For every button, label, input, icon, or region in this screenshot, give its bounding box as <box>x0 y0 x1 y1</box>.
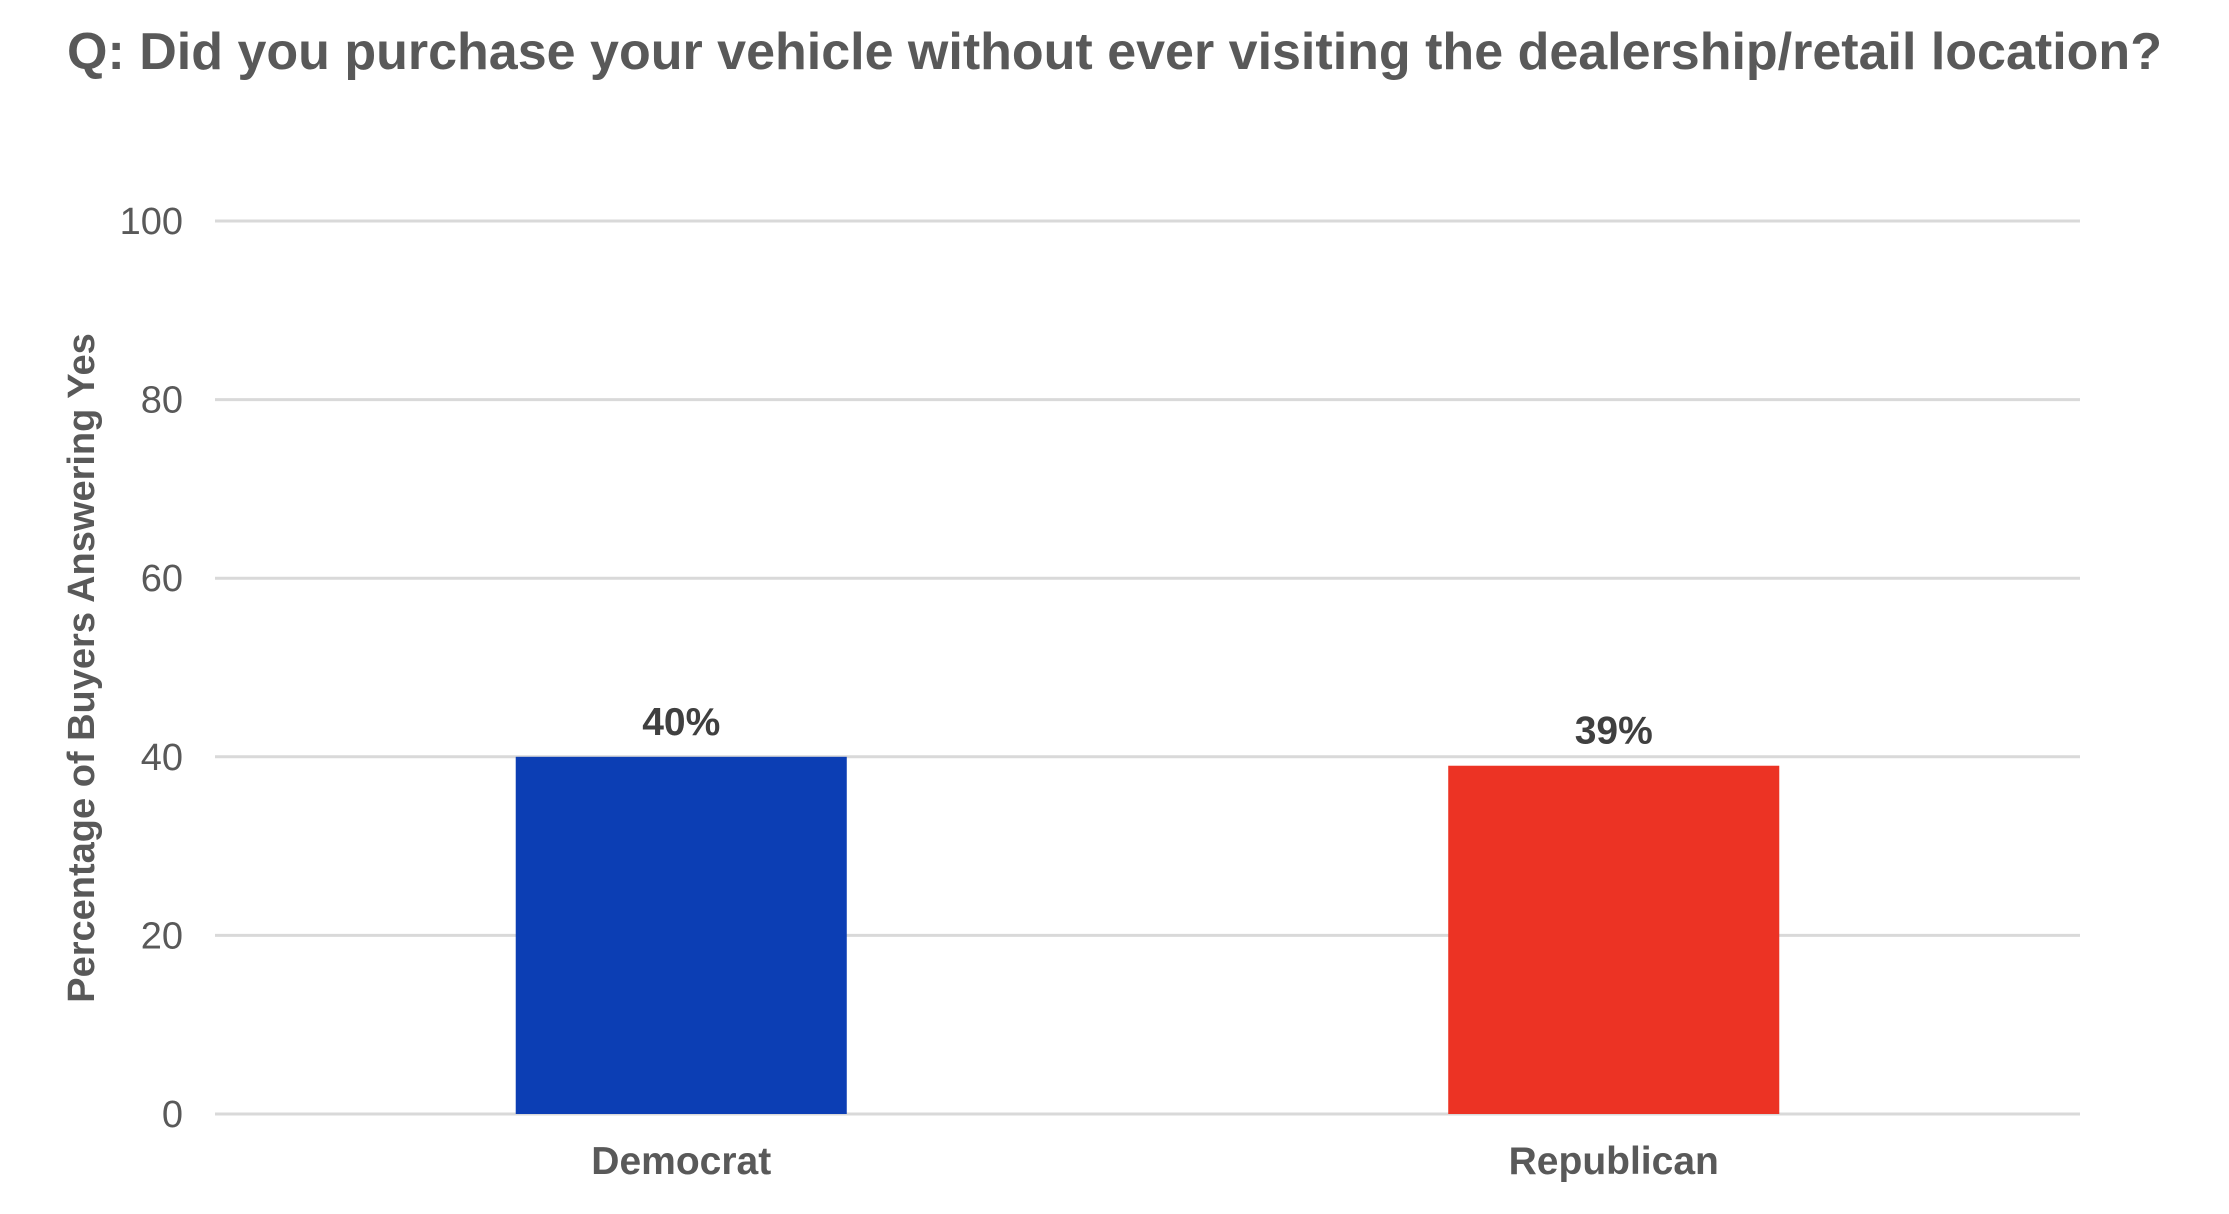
y-tick-label-20: 20 <box>141 915 183 957</box>
chart-title: Q: Did you purchase your vehicle without… <box>67 23 2162 81</box>
x-category-label-republican: Republican <box>1509 1140 1719 1183</box>
y-tick-label-60: 60 <box>141 558 183 600</box>
bar-republican <box>1448 765 1780 1114</box>
y-tick-label-0: 0 <box>162 1094 183 1136</box>
data-labels: 40% 39% <box>642 701 1653 753</box>
y-tick-label-100: 100 <box>120 201 183 243</box>
y-axis-ticks: 0 20 40 60 80 100 <box>120 201 183 1136</box>
data-label-democrat: 40% <box>642 701 720 744</box>
y-axis-title: Percentage of Buyers Answering Yes <box>61 333 103 1003</box>
bar-democrat <box>515 756 847 1114</box>
gridlines <box>215 219 2080 1116</box>
data-label-republican: 39% <box>1575 710 1653 753</box>
x-axis-categories: Democrat Republican <box>591 1140 1719 1183</box>
bars <box>515 756 1780 1114</box>
y-tick-label-40: 40 <box>141 737 183 779</box>
y-tick-label-80: 80 <box>141 380 183 422</box>
x-category-label-democrat: Democrat <box>591 1140 771 1183</box>
